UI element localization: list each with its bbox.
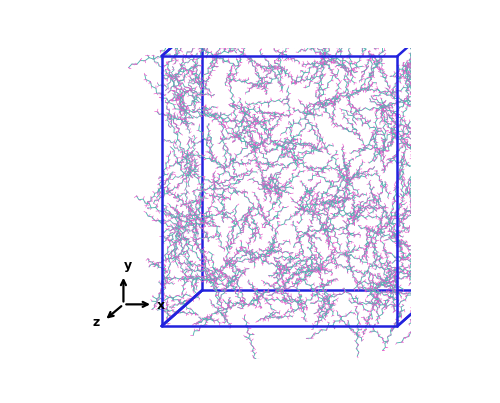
Text: z: z: [93, 316, 100, 328]
Text: x: x: [156, 299, 165, 312]
Text: y: y: [124, 260, 132, 272]
